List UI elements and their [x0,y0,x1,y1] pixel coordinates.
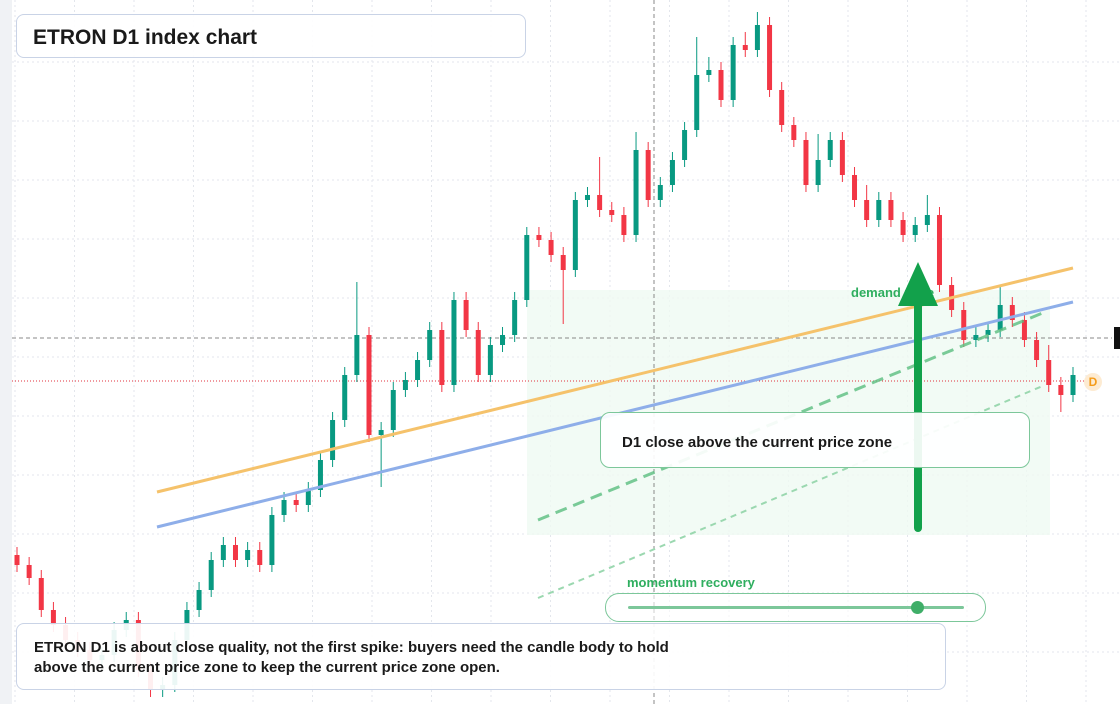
candle-body [439,330,445,385]
candle-body [779,90,785,125]
candle-body [718,70,724,100]
candle-body [876,200,882,220]
candle-body [791,125,797,140]
candle-body [815,160,821,185]
candle-body [427,330,433,360]
candle-body [985,330,991,335]
candle-body [50,610,56,625]
candle-body [633,150,639,235]
zone-label: demand zone [851,285,935,300]
candle-body [257,550,263,565]
slider-label: momentum recovery [627,575,755,590]
candle-body [852,175,858,200]
candle-body [548,240,554,255]
candle-body [936,215,942,285]
slider-track [628,606,964,609]
candle-body [669,160,675,185]
candle-body [657,185,663,200]
title-box: ETRON D1 index chart [16,14,526,58]
candle-body [208,560,214,590]
candle-body [342,375,348,420]
candle-body [26,565,32,578]
candle-body [366,335,372,435]
candle-body [500,335,506,345]
candle-body [682,130,688,160]
candle-body [390,390,396,430]
candle-body [487,345,493,375]
candle-body [912,225,918,235]
candle-body [621,215,627,235]
candle-body [706,70,712,75]
candle-body [645,150,651,200]
candle-body [536,235,542,240]
candle-body [330,420,336,460]
candle-body [269,515,275,565]
candle-body [378,430,384,435]
candle-body [512,300,518,335]
candle-body [354,335,360,375]
callout-text: D1 close above the current price zone [622,434,893,451]
candle-body [597,195,603,210]
candle-body [402,380,408,390]
candle-body [961,310,967,340]
candle-body [524,235,530,300]
note-line: ETRON D1 is about close quality, not the… [34,639,669,656]
candle-body [803,140,809,185]
candle-body [742,45,748,50]
marker: D [1084,373,1102,391]
title: ETRON D1 index chart [33,26,258,49]
candle-body [1021,320,1027,340]
candle-body [924,215,930,225]
callout-box: D1 close above the current price zone [600,412,1030,468]
candle-body [220,545,226,560]
note-box: ETRON D1 is about close quality, not the… [16,623,946,690]
candle-body [281,500,287,515]
candle-body [572,200,578,270]
candle-body [584,195,590,200]
candle-body [997,305,1003,330]
candle-body [827,140,833,160]
candle-body [196,590,202,610]
candle-body [305,490,311,505]
candle-body [888,200,894,220]
candle-body [451,300,457,385]
candle-body [609,210,615,215]
candle-body [14,555,20,565]
candle-body [475,330,481,375]
left-edge [0,0,12,704]
candle-body [1009,305,1015,320]
candle-body [900,220,906,235]
candle-body [317,460,323,490]
candle-body [1046,360,1052,385]
candle-body [973,335,979,340]
edge-badge [1114,327,1120,349]
candle-body [694,75,700,130]
candle-body [730,45,736,100]
candles [14,12,1076,697]
note-line: above the current price zone to keep the… [34,659,500,676]
candle-body [1034,340,1040,360]
candle-body [463,300,469,330]
candle-body [245,550,251,560]
candle-body [839,140,845,175]
slider-thumb[interactable] [911,601,924,614]
candle-body [560,255,566,270]
slider[interactable] [605,593,986,622]
dashed-trend [537,384,1046,599]
candle-body [38,578,44,610]
candle-body [293,500,299,505]
candle-body [864,200,870,220]
candle-body [767,25,773,90]
candle-body [1058,385,1064,395]
candle-body [232,545,238,560]
candle-body [1070,375,1076,395]
candle-body [415,360,421,380]
candle-body [754,25,760,50]
